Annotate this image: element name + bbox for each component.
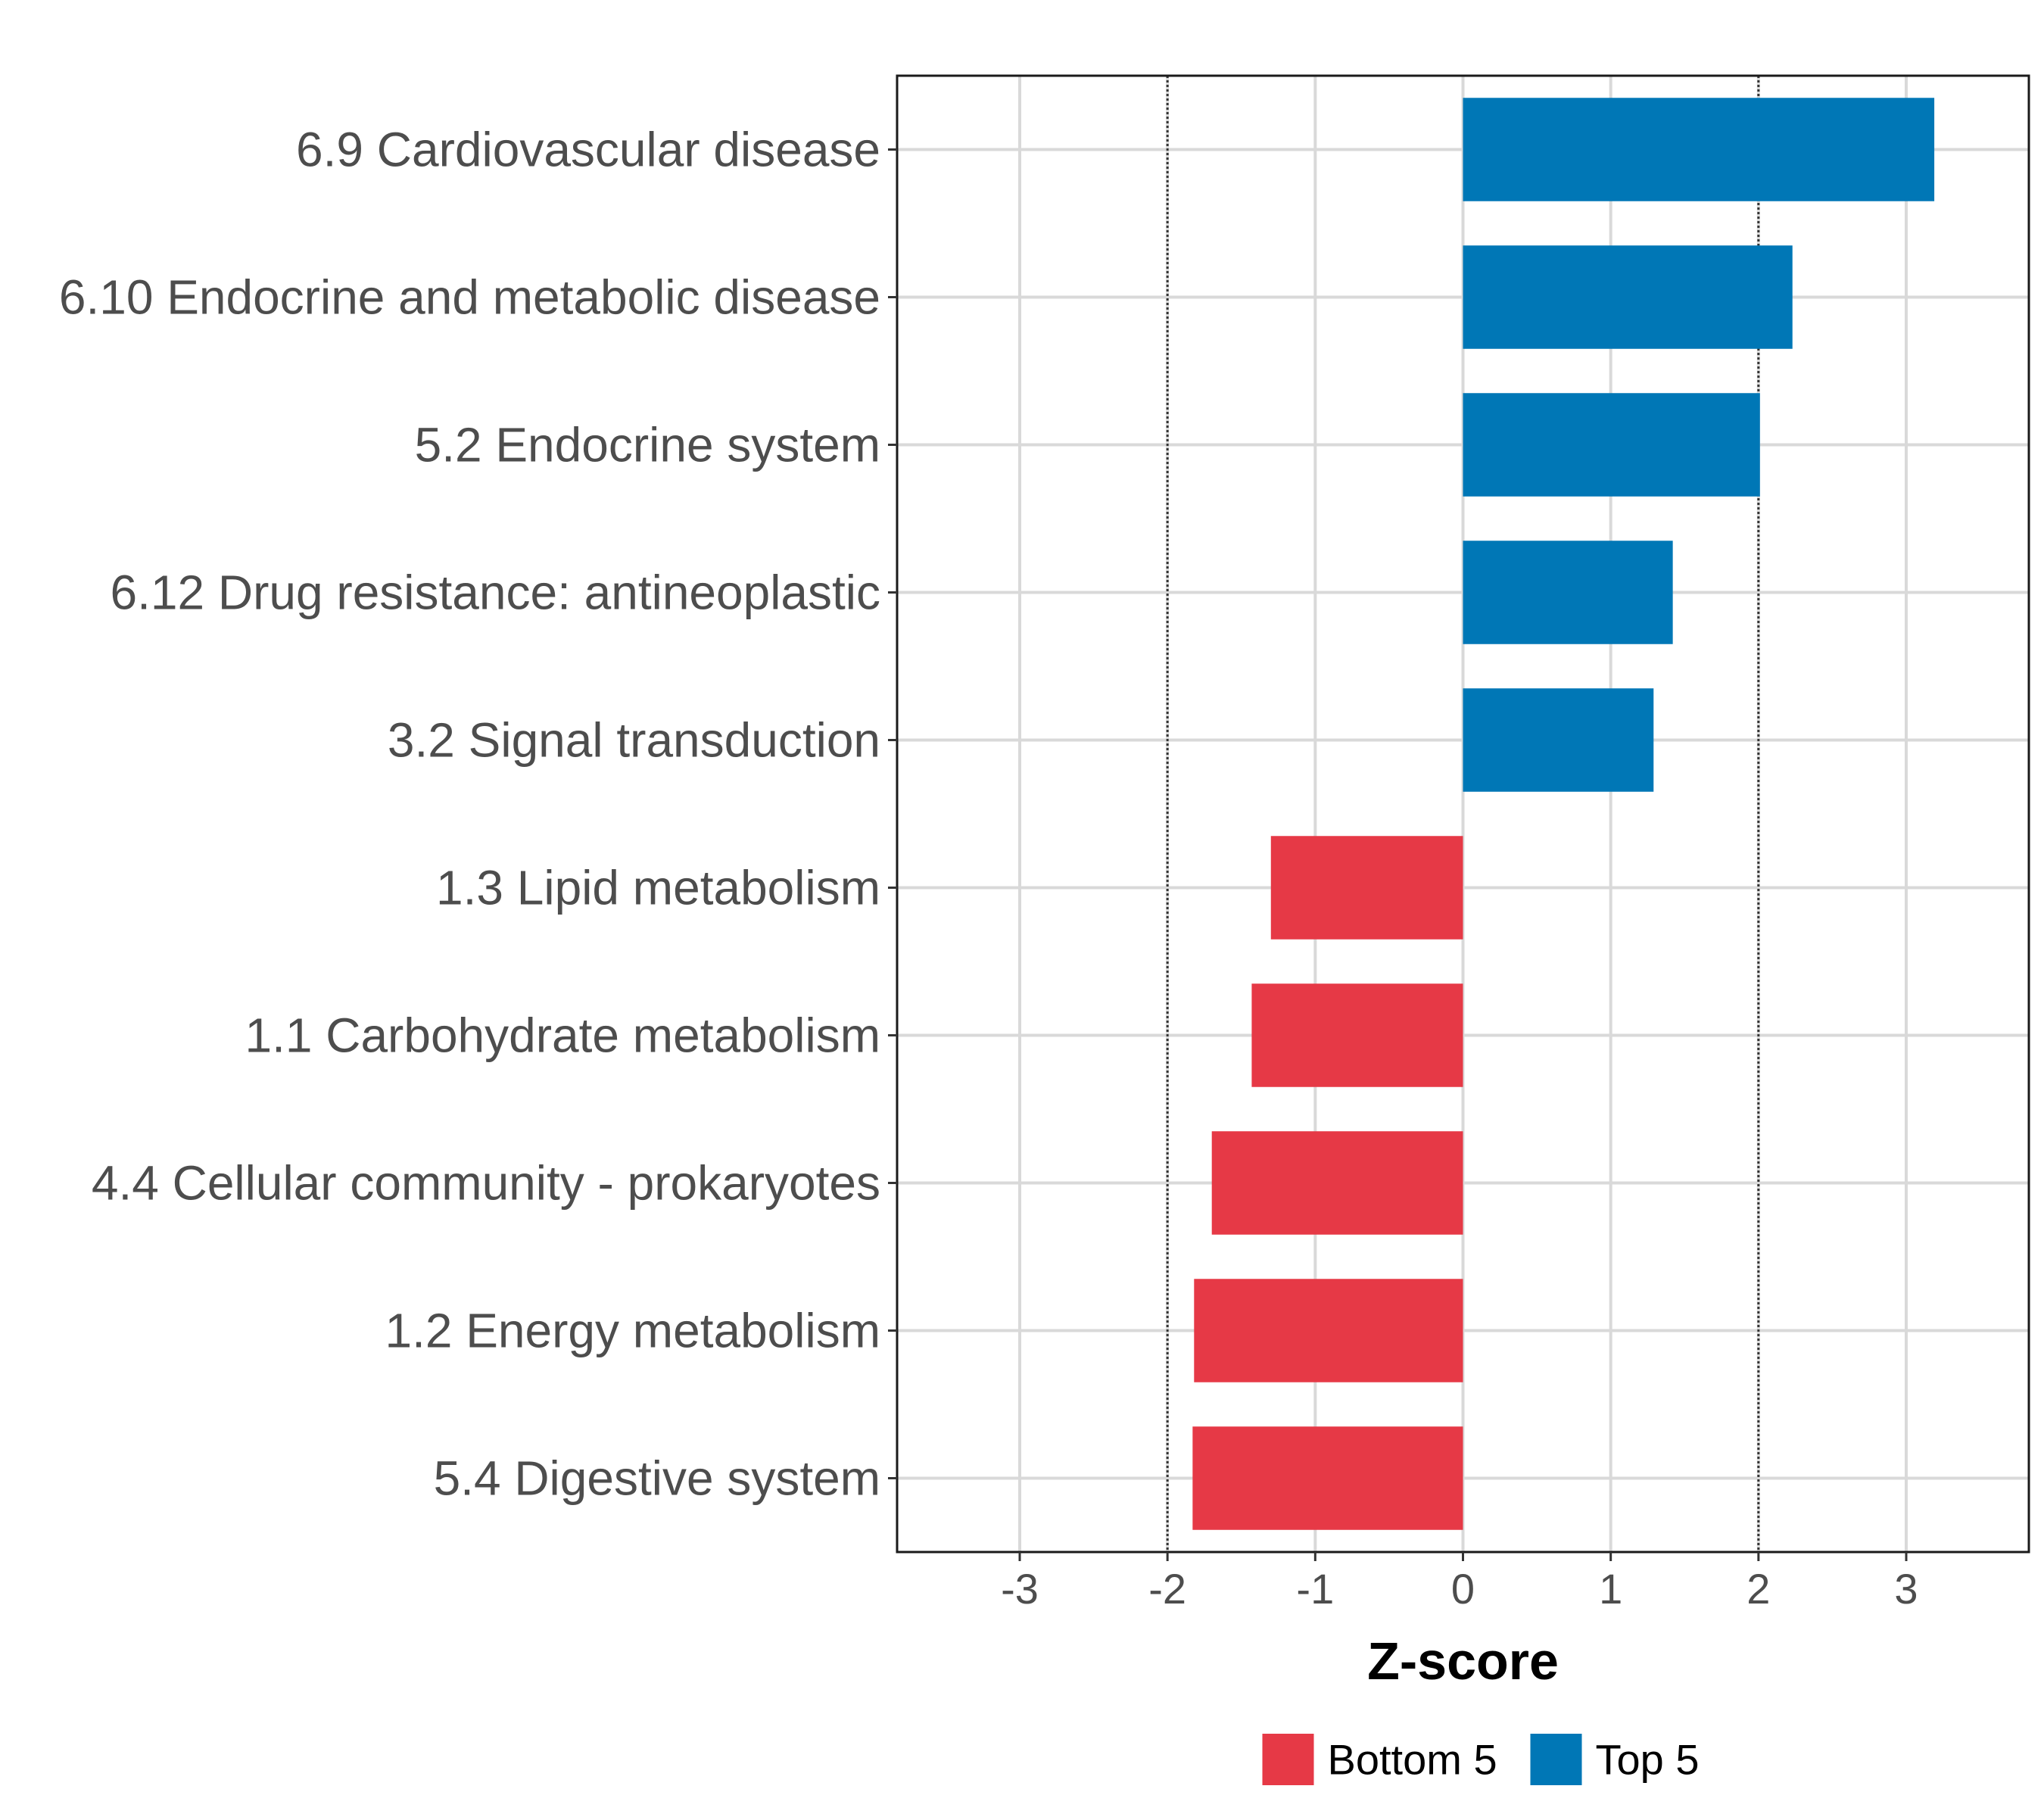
y-tick-label: 5.2 Endocrine system	[415, 418, 880, 472]
legend-swatch	[1262, 1734, 1314, 1785]
bar	[1194, 1279, 1463, 1382]
legend-label: Top 5	[1596, 1736, 1700, 1784]
y-tick-label: 1.3 Lipid metabolism	[436, 861, 880, 915]
x-tick-label: 3	[1894, 1565, 1918, 1613]
bar	[1463, 541, 1673, 644]
bars	[1192, 98, 1935, 1530]
legend-swatch	[1530, 1734, 1582, 1785]
x-tick-label: -2	[1148, 1565, 1186, 1613]
y-tick-label: 6.12 Drug resistance: antineoplastic	[111, 566, 880, 620]
bar	[1251, 983, 1463, 1087]
y-tick-label: 4.4 Cellular community - prokaryotes	[92, 1156, 880, 1211]
legend-label: Bottom 5	[1328, 1736, 1497, 1784]
y-tick-label: 1.2 Energy metabolism	[385, 1304, 880, 1358]
y-tick-label: 3.2 Signal transduction	[388, 713, 880, 768]
bar	[1192, 1426, 1463, 1530]
y-tick-label: 5.4 Digestive system	[434, 1451, 880, 1506]
x-axis-title: Z-score	[1367, 1632, 1559, 1691]
x-tick-label: 0	[1451, 1565, 1475, 1613]
x-tick-label: -3	[1001, 1565, 1039, 1613]
bar	[1463, 688, 1654, 792]
bar	[1463, 98, 1935, 201]
bar	[1463, 393, 1760, 497]
x-axis-ticks: -3 -2 -1 0 1 2 3	[1001, 1552, 1918, 1613]
bar	[1463, 245, 1793, 349]
legend: Bottom 5 Top 5	[1262, 1734, 1700, 1785]
x-tick-label: 2	[1746, 1565, 1770, 1613]
y-axis-ticks: 6.9 Cardiovascular disease 6.10 Endocrine…	[59, 123, 897, 1506]
y-tick-label: 6.9 Cardiovascular disease	[296, 123, 880, 177]
bar	[1211, 1131, 1463, 1235]
x-tick-label: -1	[1296, 1565, 1334, 1613]
y-tick-label: 6.10 Endocrine and metabolic disease	[59, 270, 880, 325]
x-tick-label: 1	[1599, 1565, 1622, 1613]
y-tick-label: 1.1 Carbohydrate metabolism	[245, 1008, 880, 1063]
bar	[1270, 836, 1463, 940]
